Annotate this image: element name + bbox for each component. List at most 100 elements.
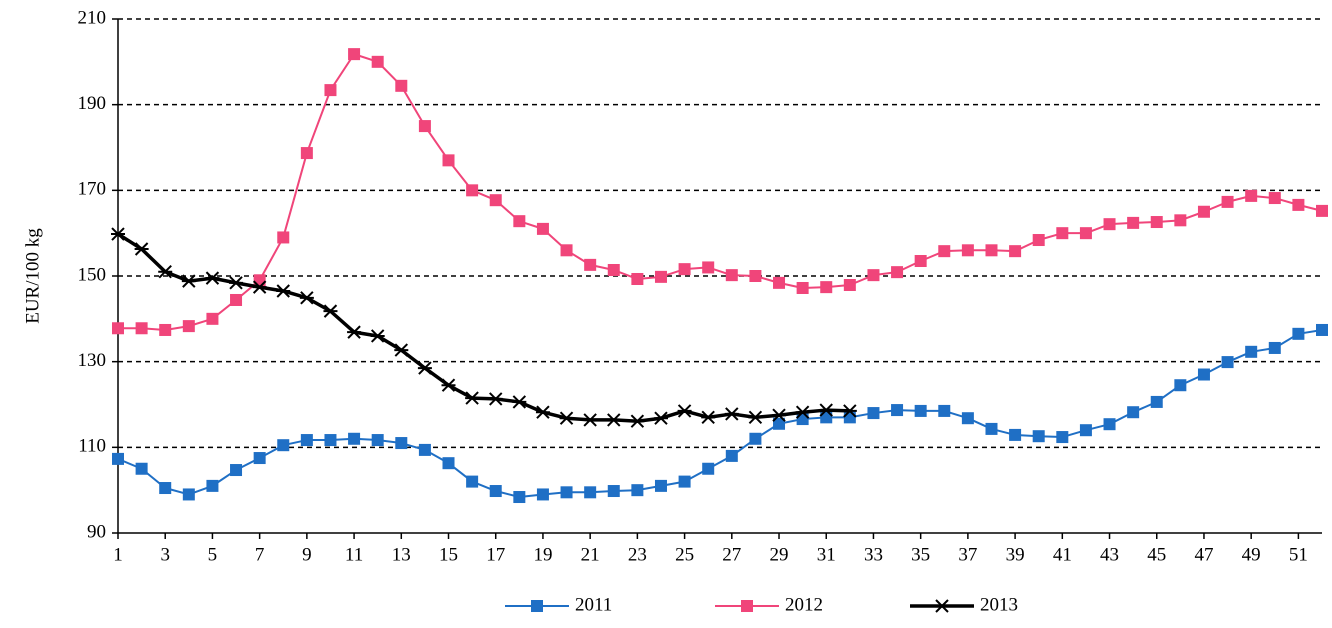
marker	[394, 343, 409, 357]
marker	[395, 79, 408, 92]
marker	[1245, 189, 1258, 202]
marker	[488, 392, 503, 406]
marker	[678, 475, 691, 488]
marker	[441, 378, 456, 392]
x-tick-label: 21	[581, 544, 600, 565]
marker	[796, 413, 809, 426]
x-tick-label: 41	[1053, 544, 1072, 565]
marker	[583, 413, 598, 427]
marker	[1245, 345, 1258, 358]
marker	[961, 244, 974, 257]
x-tick-label: 13	[392, 544, 411, 565]
x-tick-label: 35	[911, 544, 930, 565]
marker	[938, 404, 951, 417]
x-tick-label: 47	[1194, 544, 1213, 565]
legend-label: 2011	[575, 594, 612, 615]
marker-shape	[512, 395, 527, 409]
marker	[299, 291, 314, 305]
marker	[1009, 428, 1022, 441]
marker	[653, 411, 668, 425]
marker	[560, 244, 573, 257]
marker-shape	[748, 410, 763, 425]
y-axis-label: EUR/100 kg	[22, 228, 43, 324]
marker	[253, 274, 266, 287]
marker	[465, 391, 480, 405]
marker-shape	[842, 404, 857, 418]
marker	[159, 323, 172, 336]
x-tick-label: 45	[1147, 544, 1166, 565]
marker	[1150, 216, 1163, 229]
marker	[1174, 214, 1187, 227]
marker	[300, 434, 313, 447]
marker	[466, 475, 479, 488]
y-tick-label: 150	[78, 264, 107, 285]
marker-shape	[724, 407, 739, 421]
marker	[324, 84, 337, 97]
marker-shape	[465, 391, 480, 405]
marker	[914, 404, 927, 417]
marker	[182, 320, 195, 333]
marker	[607, 264, 620, 277]
marker	[230, 464, 243, 477]
marker	[371, 434, 384, 447]
marker-shape	[559, 411, 574, 425]
marker	[725, 449, 738, 462]
marker	[182, 488, 195, 501]
marker-shape	[205, 271, 220, 285]
x-tick-label: 29	[770, 544, 789, 565]
marker-shape	[417, 361, 432, 375]
marker	[134, 242, 149, 256]
marker	[112, 322, 124, 335]
y-tick-label: 110	[78, 436, 106, 457]
marker	[1316, 204, 1328, 217]
marker	[206, 312, 219, 325]
marker	[1268, 341, 1281, 354]
x-tick-label: 37	[958, 544, 977, 565]
marker	[229, 276, 244, 290]
marker	[678, 263, 691, 276]
marker	[985, 244, 998, 257]
marker	[111, 227, 125, 241]
marker	[559, 411, 574, 425]
marker-shape	[441, 378, 456, 392]
marker	[135, 322, 148, 335]
marker	[277, 231, 290, 244]
marker-shape	[252, 280, 267, 294]
marker	[205, 271, 220, 285]
x-tick-label: 3	[160, 544, 170, 565]
x-tick-label: 7	[255, 544, 265, 565]
marker	[230, 293, 243, 306]
marker-shape	[677, 404, 692, 418]
x-tick-label: 1	[113, 544, 123, 565]
marker	[1292, 327, 1305, 340]
marker	[1032, 430, 1045, 443]
y-tick-label: 170	[78, 179, 107, 200]
marker	[466, 184, 479, 197]
marker	[395, 437, 408, 450]
y-tick-label: 90	[87, 521, 106, 542]
series-line	[118, 53, 1323, 331]
marker	[418, 443, 431, 456]
marker-shape	[606, 413, 621, 427]
marker	[276, 284, 291, 298]
marker	[677, 404, 692, 418]
x-tick-label: 31	[817, 544, 836, 565]
legend-item: 2011	[505, 594, 612, 615]
x-tick-label: 17	[486, 544, 505, 565]
marker	[1079, 424, 1092, 437]
marker	[749, 432, 762, 445]
marker-shape	[535, 405, 550, 419]
marker	[323, 304, 338, 318]
series-line	[117, 232, 850, 423]
marker-shape	[772, 408, 787, 422]
marker-shape	[229, 276, 244, 290]
marker-shape	[819, 403, 834, 417]
legend-item: 2013	[910, 594, 1018, 615]
marker-shape	[181, 274, 196, 288]
marker	[135, 462, 148, 475]
marker-shape	[488, 392, 503, 406]
marker	[536, 488, 549, 501]
marker-shape	[158, 265, 173, 279]
marker	[819, 403, 834, 417]
marker	[1009, 245, 1022, 258]
